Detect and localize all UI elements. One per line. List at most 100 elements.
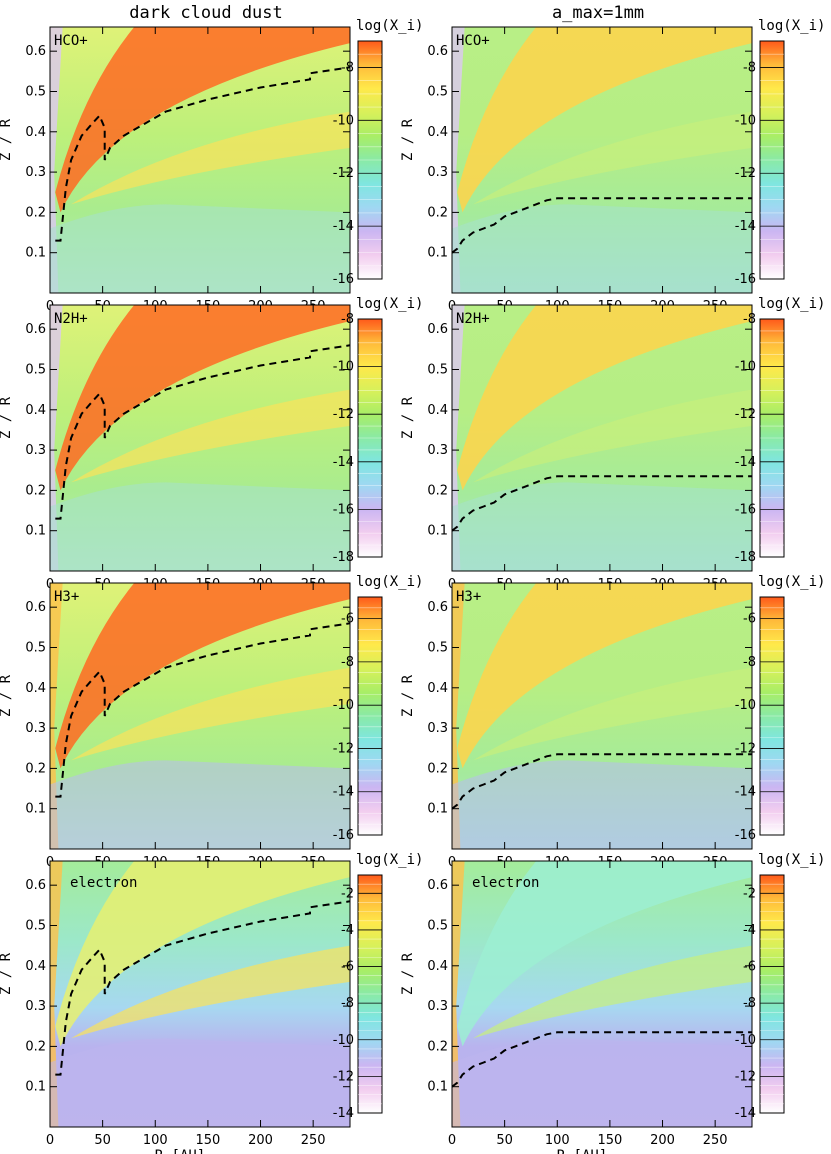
colorbar-tick-label: -8 [743,996,756,1011]
secondary-band [473,111,752,205]
y-tick-label: 0.6 [427,322,448,337]
y-tick-label: 0.4 [427,125,448,140]
y-tick-label: 0.4 [25,125,46,140]
y-tick-label: 0.6 [25,44,46,59]
midplane-region [50,1038,350,1127]
y-tick-label: 0.5 [25,918,46,933]
y-tick-label: 0.6 [427,44,448,59]
y-tick-label: 0.3 [25,999,46,1014]
y-tick-label: 0.1 [25,802,46,817]
colorbar-tick-label: -16 [735,502,756,517]
plot-frame [451,304,753,572]
colorbar-tick-label: -14 [735,219,756,234]
species-label: electron [472,875,539,891]
colorbar-tick-label: -12 [735,166,756,181]
heatmap-image [50,305,350,571]
secondary-band [71,945,350,1039]
dashed-boundary-line [452,197,752,254]
y-tick-label: 0.1 [427,246,448,261]
species-label: N2H+ [54,311,88,327]
y-tick-label: 0.6 [427,600,448,615]
y-axis-label: Z / R [0,396,14,439]
y-tick-label: 0.4 [25,959,46,974]
y-tick-label: 0.1 [427,524,448,539]
colorbar-tick-label: -14 [333,1106,354,1121]
plot-frame [49,860,351,1128]
y-tick-label: 0.6 [25,322,46,337]
x-axis-label: R [AU] [155,1148,206,1154]
y-tick-label: 0.3 [25,443,46,458]
y-tick-label: 0.6 [25,878,46,893]
y-tick-label: 0.3 [427,999,448,1014]
colorbar-tick-label: -10 [735,698,756,713]
colorbar-tick-label: -12 [333,1069,354,1084]
inner-region-shading [50,27,63,293]
plot-frame [49,582,351,850]
colorbar-tick-label: -8 [341,996,354,1011]
y-tick-label: 0.5 [427,918,448,933]
colorbar-tick-label: -12 [735,741,756,756]
x-tick-label: 50 [496,1133,513,1148]
y-tick-label: 0.1 [25,1080,46,1095]
abundance-band [457,305,752,491]
y-tick-label: 0.3 [25,721,46,736]
colorbar-tick-label: -18 [735,550,756,565]
x-tick-label: 200 [248,1133,273,1148]
inner-region-shading [50,583,63,849]
midplane-region [50,482,350,571]
colorbar-tick-label: -16 [735,272,756,287]
colorbar-title: log(X_i) [758,574,825,590]
y-axis-label: Z / R [0,952,14,995]
colorbar-tick-label: -12 [735,407,756,422]
panel-electron-dark: 0 50 100 150 200 250 0.1 0.2 0.3 0.4 0.5 0.6 Z / R R … [0,852,423,1154]
colorbar-tick-label: -12 [735,1069,756,1084]
colorbar-tick-label: -14 [735,785,756,800]
colorbar-tick-label: -14 [735,1106,756,1121]
y-tick-label: 0.5 [427,362,448,377]
colorbar-tick-label: -12 [333,166,354,181]
colorbar-tick-label: -2 [341,886,354,901]
y-tick-label: 0.1 [427,1080,448,1095]
panels-group: 0 50 100 150 200 250 0.1 0.2 0.3 0.4 0.5 0.6 Z / R HC… [0,18,825,1154]
heatmap-image [50,27,350,293]
y-tick-label: 0.2 [25,1039,46,1054]
x-tick-label: 100 [545,1133,570,1148]
y-tick-label: 0.4 [427,681,448,696]
abundance-band [457,861,752,1047]
colorbar-title: log(X_i) [758,18,825,34]
midplane-region [452,204,752,293]
colorbar-title: log(X_i) [356,296,423,312]
colorbar-tick-label: -10 [735,113,756,128]
y-tick-label: 0.2 [427,483,448,498]
y-axis-label: Z / R [400,118,416,161]
y-tick-label: 0.2 [427,761,448,776]
abundance-band [457,583,752,769]
abundance-band [457,27,752,213]
colorbar-tick-label: -2 [743,886,756,901]
colorbar-tick-label: -10 [735,360,756,375]
colorbar-tick-label: -12 [333,741,354,756]
colorbar-tick-label: -8 [743,60,756,75]
colorbar-tick-label: -6 [743,960,756,975]
colorbar-tick-label: -14 [735,455,756,470]
colorbar-tick-label: -10 [333,360,354,375]
dashed-boundary-line [452,1031,752,1088]
abundance-band [55,861,350,1047]
y-tick-label: 0.5 [427,84,448,99]
abundance-band [55,583,350,769]
x-tick-label: 250 [301,1133,326,1148]
x-tick-label: 0 [448,1133,456,1148]
species-label: HCO+ [456,33,490,49]
x-tick-label: 150 [597,1133,622,1148]
panel-electron-mm: 0 50 100 150 200 250 0.1 0.2 0.3 0.4 0.5 0.6 Z / R R … [400,852,825,1154]
colorbar-tick-label: -8 [341,312,354,327]
midplane-region [452,482,752,571]
colorbar-tick-label: -16 [735,828,756,843]
inner-region-shading [452,861,465,1127]
x-tick-label: 150 [195,1133,220,1148]
